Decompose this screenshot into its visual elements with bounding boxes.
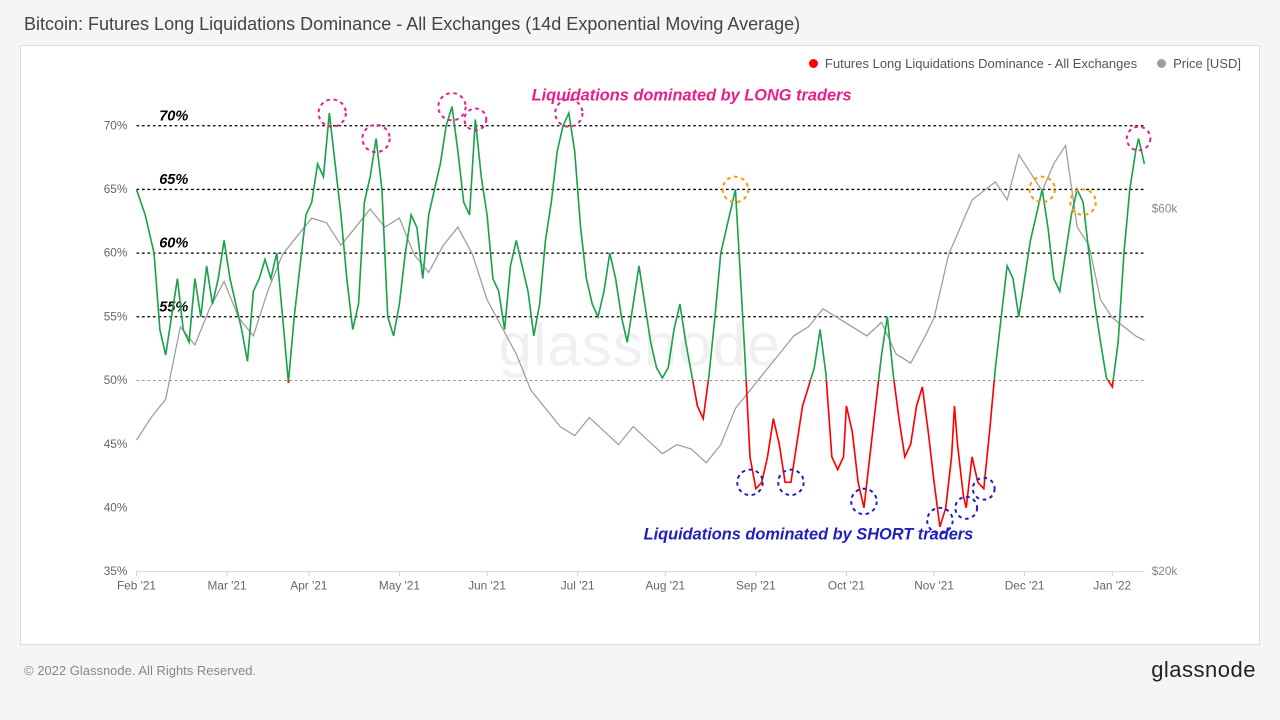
svg-text:50%: 50% — [104, 373, 128, 387]
svg-text:$20k: $20k — [1152, 564, 1178, 578]
svg-text:45%: 45% — [104, 437, 128, 451]
chart-card: Futures Long Liquidations Dominance - Al… — [20, 45, 1260, 645]
legend-label-dominance: Futures Long Liquidations Dominance - Al… — [825, 56, 1137, 71]
svg-text:Feb '21: Feb '21 — [117, 579, 156, 593]
svg-text:Sep '21: Sep '21 — [736, 579, 776, 593]
svg-text:35%: 35% — [104, 564, 128, 578]
svg-text:Dec '21: Dec '21 — [1005, 579, 1045, 593]
svg-text:Nov '21: Nov '21 — [914, 579, 954, 593]
svg-text:Jul '21: Jul '21 — [561, 579, 595, 593]
brand-logo: glassnode — [1151, 657, 1256, 683]
svg-text:60%: 60% — [159, 236, 188, 252]
svg-text:May '21: May '21 — [379, 579, 420, 593]
plot-area: 35% 40% 45% 50% 55% 60% 65% 70% $20k $60k Feb '21 M… — [91, 86, 1199, 604]
chart-container: Bitcoin: Futures Long Liquidations Domin… — [0, 0, 1280, 720]
svg-text:55%: 55% — [104, 309, 128, 323]
svg-text:Aug '21: Aug '21 — [645, 579, 685, 593]
svg-text:60%: 60% — [104, 246, 128, 260]
svg-text:$60k: $60k — [1152, 202, 1178, 216]
legend: Futures Long Liquidations Dominance - Al… — [809, 56, 1241, 71]
svg-text:40%: 40% — [104, 500, 128, 514]
svg-text:65%: 65% — [159, 172, 188, 188]
legend-dot-dominance — [809, 59, 818, 68]
chart-title: Bitcoin: Futures Long Liquidations Domin… — [0, 0, 1280, 45]
chart-svg: 35% 40% 45% 50% 55% 60% 65% 70% $20k $60k Feb '21 M… — [91, 86, 1199, 604]
svg-text:Mar '21: Mar '21 — [208, 579, 247, 593]
svg-text:Liquidations dominated by LONG: Liquidations dominated by LONG traders — [532, 86, 852, 104]
legend-item-price: Price [USD] — [1157, 56, 1241, 71]
svg-text:Apr '21: Apr '21 — [290, 579, 327, 593]
svg-text:65%: 65% — [104, 182, 128, 196]
legend-label-price: Price [USD] — [1173, 56, 1241, 71]
legend-dot-price — [1157, 59, 1166, 68]
legend-item-dominance: Futures Long Liquidations Dominance - Al… — [809, 56, 1137, 71]
svg-text:70%: 70% — [104, 118, 128, 132]
copyright: © 2022 Glassnode. All Rights Reserved. — [24, 663, 256, 678]
svg-text:Jan '22: Jan '22 — [1093, 579, 1131, 593]
svg-text:Liquidations dominated by SHOR: Liquidations dominated by SHORT traders — [644, 526, 974, 544]
svg-text:Oct '21: Oct '21 — [828, 579, 865, 593]
svg-text:Jun '21: Jun '21 — [468, 579, 506, 593]
svg-text:70%: 70% — [159, 108, 188, 124]
footer: © 2022 Glassnode. All Rights Reserved. g… — [0, 645, 1280, 683]
